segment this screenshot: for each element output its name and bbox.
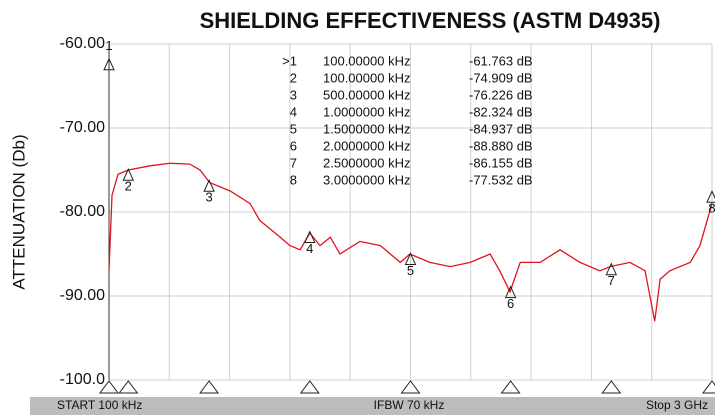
bottom-marker: [702, 380, 715, 394]
footer-stop: Stop 3 GHz: [646, 398, 708, 412]
marker-label: 7: [608, 273, 615, 288]
marker: [504, 285, 517, 299]
marker-label: 6: [507, 296, 514, 311]
table-marker: >1: [282, 53, 297, 68]
marker: [404, 252, 417, 265]
marker: [122, 168, 135, 181]
table-value: -74.909 dB: [469, 70, 533, 85]
table-freq: 1.0000000 kHz: [323, 104, 410, 119]
marker: [203, 179, 215, 192]
table-value: -76.226 dB: [469, 87, 533, 102]
table-value: -84.937 dB: [469, 121, 533, 136]
marker: [304, 230, 316, 244]
marker-label: 2: [125, 179, 132, 194]
bottom-marker: [199, 380, 220, 394]
table-value: -86.155 dB: [469, 155, 533, 170]
bottom-marker: [118, 380, 139, 394]
footer-ifbw: IFBW 70 kHz: [374, 398, 445, 412]
footer-start: START 100 kHz: [57, 398, 142, 412]
table-freq: 1.5000000 kHz: [323, 121, 410, 136]
y-tick-label: -100.0: [60, 371, 105, 388]
y-axis-label: ATTENUATION (Db): [9, 134, 28, 289]
table-marker: 4: [290, 104, 297, 119]
marker: [605, 262, 618, 276]
marker-label: 5: [407, 263, 414, 278]
table-freq: 100.00000 kHz: [323, 70, 410, 85]
bottom-marker: [500, 380, 521, 394]
bottom-marker: [299, 380, 320, 394]
y-tick-label: -60.00: [60, 35, 105, 52]
table-marker: 2: [290, 70, 297, 85]
marker-label: 4: [306, 241, 313, 256]
table-marker: 7: [290, 155, 297, 170]
y-tick-label: -70.00: [60, 119, 105, 136]
trace: [108, 162, 713, 322]
table-freq: 3.0000000 kHz: [323, 172, 410, 187]
table-freq: 100.00000 kHz: [323, 53, 410, 68]
footer-bar: [30, 397, 715, 415]
bottom-marker: [601, 380, 622, 394]
table-marker: 5: [290, 121, 297, 136]
table-freq: 500.00000 kHz: [323, 87, 410, 102]
table-value: -61.763 dB: [469, 53, 533, 68]
table-freq: 2.5000000 kHz: [323, 155, 410, 170]
table-marker: 3: [290, 87, 297, 102]
table-marker: 6: [290, 138, 297, 153]
marker-label: 8: [708, 201, 715, 216]
bottom-marker: [99, 380, 119, 394]
marker-label: 3: [205, 190, 212, 205]
y-tick-label: -80.00: [60, 203, 105, 220]
marker: [103, 57, 115, 71]
bottom-marker: [400, 380, 421, 394]
table-value: -82.324 dB: [469, 104, 533, 119]
table-value: -88.880 dB: [469, 138, 533, 153]
table-marker: 8: [290, 172, 297, 187]
table-value: -77.532 dB: [469, 172, 533, 187]
marker-label: 1: [105, 38, 112, 53]
y-tick-label: -90.00: [60, 287, 105, 304]
table-freq: 2.0000000 kHz: [323, 138, 410, 153]
chart-title: SHIELDING EFFECTIVENESS (ASTM D4935): [200, 8, 661, 33]
